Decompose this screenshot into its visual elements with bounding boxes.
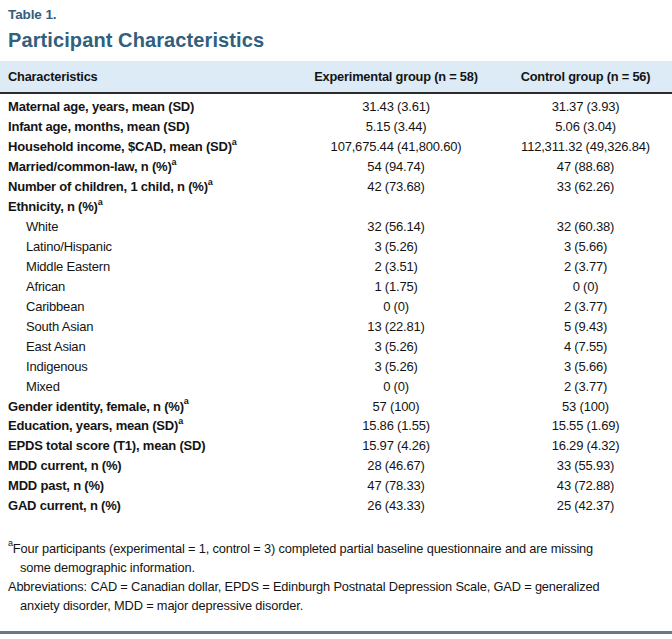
table-body: Maternal age, years, mean (SD) 31.43 (3.…: [0, 94, 672, 516]
col-header-experimental-group: Experimental group (n = 58): [290, 69, 502, 84]
table-row: African 1 (1.75) 0 (0): [0, 276, 672, 296]
col-header-control-group: Control group (n = 56): [502, 69, 672, 84]
table-row: Middle Eastern 2 (3.51) 2 (3.77): [0, 257, 672, 277]
footnotes: aFour participants (experimental = 1, co…: [8, 539, 668, 615]
control-value: 15.55 (1.69): [502, 418, 672, 433]
control-value: 43 (72.88): [502, 478, 672, 493]
experimental-value: 54 (94.74): [290, 159, 502, 174]
row-label: Infant age, months, mean (SD): [0, 119, 290, 134]
control-value: 112,311.32 (49,326.84): [502, 139, 672, 154]
control-value: 31.37 (3.93): [502, 99, 672, 114]
experimental-value: 5.15 (3.44): [290, 119, 502, 134]
experimental-value: 15.86 (1.55): [290, 418, 502, 433]
table-row: Latino/Hispanic 3 (5.26) 3 (5.66): [0, 237, 672, 257]
control-value: 33 (55.93): [502, 458, 672, 473]
footnote-a: aFour participants (experimental = 1, co…: [8, 539, 668, 577]
control-value: 5 (9.43): [502, 319, 672, 334]
abbreviations-line1: Abbreviations: CAD = Canadian dollar, EP…: [8, 579, 599, 594]
experimental-value: 31.43 (3.61): [290, 99, 502, 114]
row-label: EPDS total score (T1), mean (SD): [0, 438, 290, 453]
control-value: 3 (5.66): [502, 239, 672, 254]
row-label: Middle Eastern: [0, 259, 290, 274]
row-label: East Asian: [0, 339, 290, 354]
table-row: Gender identity, female, n (%)a 57 (100)…: [0, 396, 672, 416]
table-row: South Asian 13 (22.81) 5 (9.43): [0, 316, 672, 336]
footnote-a-line1: Four participants (experimental = 1, con…: [13, 541, 593, 556]
table-row: Caribbean 0 (0) 2 (3.77): [0, 296, 672, 316]
control-value: 16.29 (4.32): [502, 438, 672, 453]
table-label: Table 1.: [8, 7, 672, 22]
row-label: Latino/Hispanic: [0, 239, 290, 254]
experimental-value: 47 (78.33): [290, 478, 502, 493]
row-label: White: [0, 219, 290, 234]
table-header-row: Characteristics Experimental group (n = …: [0, 61, 672, 94]
experimental-value: 15.97 (4.26): [290, 438, 502, 453]
control-value: 47 (88.68): [502, 159, 672, 174]
table-row: Ethnicity, n (%)a: [0, 197, 672, 217]
control-value: 32 (60.38): [502, 219, 672, 234]
table-row: Married/common-law, n (%)a 54 (94.74) 47…: [0, 157, 672, 177]
experimental-value: 32 (56.14): [290, 219, 502, 234]
experimental-value: 1 (1.75): [290, 279, 502, 294]
table-row: Number of children, 1 child, n (%)a 42 (…: [0, 177, 672, 197]
experimental-value: 3 (5.26): [290, 339, 502, 354]
col-header-characteristics: Characteristics: [0, 69, 290, 84]
footnote-abbreviations: Abbreviations: CAD = Canadian dollar, EP…: [8, 577, 668, 615]
table-row: Mixed 0 (0) 2 (3.77): [0, 376, 672, 396]
table-row: MDD current, n (%) 28 (46.67) 33 (55.93): [0, 456, 672, 476]
table-row: Indigenous 3 (5.26) 3 (5.66): [0, 356, 672, 376]
experimental-value: 26 (43.33): [290, 498, 502, 513]
experimental-value: 3 (5.26): [290, 359, 502, 374]
row-label: Mixed: [0, 379, 290, 394]
row-label: Household income, $CAD, mean (SD)a: [0, 139, 290, 154]
table-row: Infant age, months, mean (SD) 5.15 (3.44…: [0, 117, 672, 137]
table-row: Maternal age, years, mean (SD) 31.43 (3.…: [0, 97, 672, 117]
control-value: 53 (100): [502, 399, 672, 414]
table-row: East Asian 3 (5.26) 4 (7.55): [0, 336, 672, 356]
row-label: South Asian: [0, 319, 290, 334]
row-label: African: [0, 279, 290, 294]
experimental-value: 42 (73.68): [290, 179, 502, 194]
row-label: Maternal age, years, mean (SD): [0, 99, 290, 114]
table-title: Participant Characteristics: [8, 29, 672, 52]
control-value: 5.06 (3.04): [502, 119, 672, 134]
row-label: Gender identity, female, n (%)a: [0, 399, 290, 414]
table-row: Education, years, mean (SD)a 15.86 (1.55…: [0, 416, 672, 436]
control-value: 33 (62.26): [502, 179, 672, 194]
experimental-value: 0 (0): [290, 299, 502, 314]
row-label: Married/common-law, n (%)a: [0, 159, 290, 174]
table-row: White 32 (56.14) 32 (60.38): [0, 217, 672, 237]
row-label: MDD past, n (%): [0, 478, 290, 493]
footnote-a-line2: some demographic information.: [8, 558, 668, 577]
row-label: GAD current, n (%): [0, 498, 290, 513]
row-label: Education, years, mean (SD)a: [0, 418, 290, 433]
row-label: Number of children, 1 child, n (%)a: [0, 179, 290, 194]
row-label: MDD current, n (%): [0, 458, 290, 473]
experimental-value: 28 (46.67): [290, 458, 502, 473]
control-value: 2 (3.77): [502, 259, 672, 274]
table-figure: Table 1. Participant Characteristics Cha…: [0, 7, 672, 639]
experimental-value: 0 (0): [290, 379, 502, 394]
control-value: 2 (3.77): [502, 299, 672, 314]
row-label: Ethnicity, n (%)a: [0, 199, 290, 214]
table-row: MDD past, n (%) 47 (78.33) 43 (72.88): [0, 476, 672, 496]
table-row: Household income, $CAD, mean (SD)a 107,6…: [0, 137, 672, 157]
control-value: 2 (3.77): [502, 379, 672, 394]
control-value: 25 (42.37): [502, 498, 672, 513]
row-label: Caribbean: [0, 299, 290, 314]
experimental-value: 107,675.44 (41,800.60): [290, 139, 502, 154]
table-row: EPDS total score (T1), mean (SD) 15.97 (…: [0, 436, 672, 456]
control-value: 0 (0): [502, 279, 672, 294]
experimental-value: 13 (22.81): [290, 319, 502, 334]
control-value: 3 (5.66): [502, 359, 672, 374]
experimental-value: 3 (5.26): [290, 239, 502, 254]
experimental-value: 57 (100): [290, 399, 502, 414]
experimental-value: 2 (3.51): [290, 259, 502, 274]
control-value: 4 (7.55): [502, 339, 672, 354]
abbreviations-line2: anxiety disorder, MDD = major depressive…: [8, 596, 668, 615]
bottom-rule: [0, 631, 672, 634]
table-row: GAD current, n (%) 26 (43.33) 25 (42.37): [0, 496, 672, 516]
row-label: Indigenous: [0, 359, 290, 374]
